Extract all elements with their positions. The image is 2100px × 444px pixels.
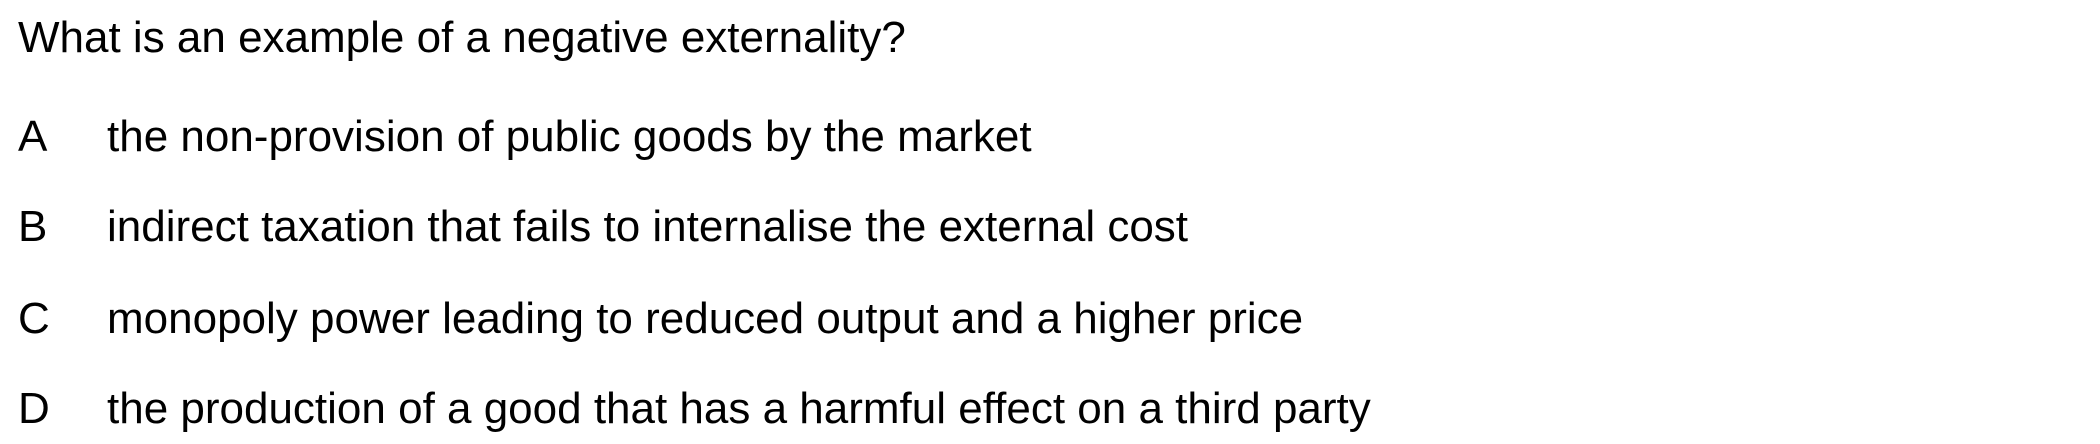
option-c: C monopoly power leading to reduced outp…	[18, 293, 1303, 345]
question-text: What is an example of a negative externa…	[18, 13, 906, 62]
option-text: indirect taxation that fails to internal…	[107, 202, 1189, 251]
option-letter: C	[18, 294, 50, 343]
option-a: A the non-provision of public goods by t…	[18, 111, 1032, 163]
option-letter: B	[18, 202, 48, 251]
option-letter: A	[18, 112, 48, 161]
option-text: the production of a good that has a harm…	[107, 384, 1371, 433]
option-text: monopoly power leading to reduced output…	[107, 294, 1304, 343]
option-letter: D	[18, 384, 50, 433]
option-d: D the production of a good that has a ha…	[18, 383, 1371, 435]
option-text: the non-provision of public goods by the…	[107, 112, 1032, 161]
option-b: B indirect taxation that fails to intern…	[18, 201, 1188, 253]
